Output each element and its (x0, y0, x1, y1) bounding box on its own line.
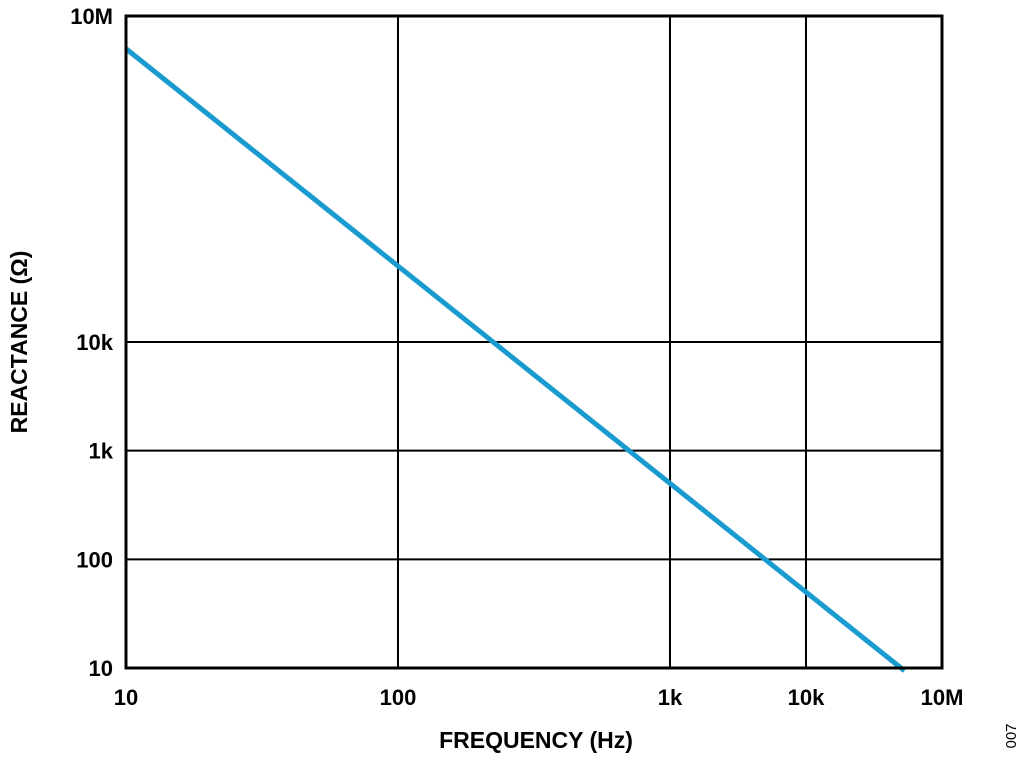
y-tick-labels: 10 100 1k 10k 10M (70, 4, 114, 681)
y-tick-label: 10M (70, 4, 113, 29)
x-tick-label: 10k (788, 685, 825, 710)
y-tick-label: 10k (76, 330, 113, 355)
x-axis-title: FREQUENCY (Hz) (439, 727, 633, 753)
x-tick-label: 100 (380, 685, 417, 710)
series-layer (124, 46, 907, 673)
y-tick-label: 10 (89, 656, 113, 681)
plot-frame (124, 14, 944, 670)
figure-id-label: 007 (1003, 723, 1020, 748)
x-tick-labels: 10 100 1k 10k 10M (114, 685, 964, 710)
x-tick-label: 1k (658, 685, 683, 710)
x-tick-label: 10M (921, 685, 964, 710)
y-tick-label: 100 (76, 547, 113, 572)
series-line-reactance (124, 46, 907, 673)
y-tick-label: 1k (89, 439, 114, 464)
y-axis-title: REACTANCE (Ω) (6, 251, 32, 434)
x-tick-label: 10 (114, 685, 138, 710)
grid (125, 15, 943, 669)
